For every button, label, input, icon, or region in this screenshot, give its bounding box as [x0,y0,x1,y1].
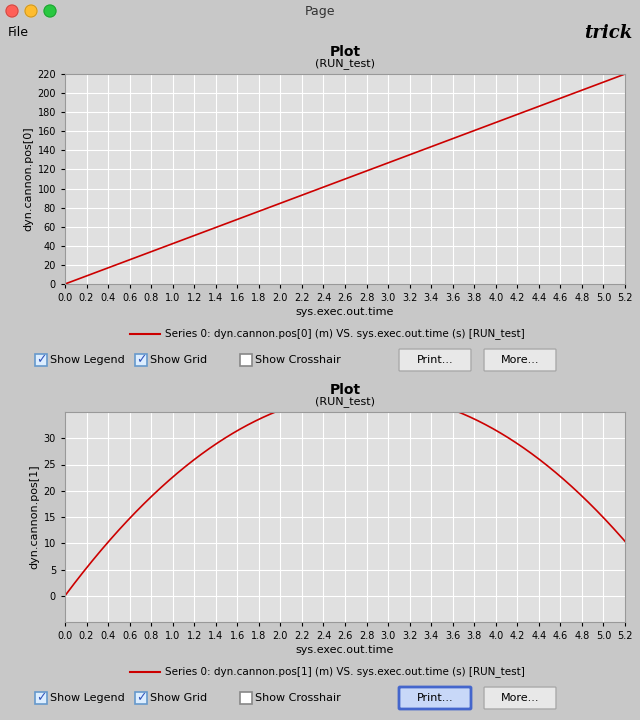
Text: Series 0: dyn.cannon.pos[0] (m) VS. sys.exec.out.time (s) [RUN_test]: Series 0: dyn.cannon.pos[0] (m) VS. sys.… [165,328,525,339]
Circle shape [6,5,18,17]
Circle shape [25,5,37,17]
X-axis label: sys.exec.out.time: sys.exec.out.time [296,645,394,655]
Y-axis label: dyn.cannon.pos[0]: dyn.cannon.pos[0] [23,127,33,231]
Text: (RUN_test): (RUN_test) [315,58,375,69]
Text: Print...: Print... [417,355,453,365]
Text: Plot: Plot [330,383,360,397]
FancyBboxPatch shape [240,354,252,366]
FancyBboxPatch shape [35,692,47,704]
Text: Show Grid: Show Grid [150,693,207,703]
Text: (RUN_test): (RUN_test) [315,397,375,408]
Text: Show Crosshair: Show Crosshair [255,355,340,365]
Text: ✓: ✓ [136,354,147,366]
Text: File: File [8,27,29,40]
FancyBboxPatch shape [399,687,471,709]
Text: Series 0: dyn.cannon.pos[1] (m) VS. sys.exec.out.time (s) [RUN_test]: Series 0: dyn.cannon.pos[1] (m) VS. sys.… [165,667,525,678]
Text: Show Crosshair: Show Crosshair [255,693,340,703]
Text: ✓: ✓ [136,691,147,704]
FancyBboxPatch shape [35,354,47,366]
FancyBboxPatch shape [399,349,471,371]
Text: Print...: Print... [417,693,453,703]
Text: ✓: ✓ [36,354,46,366]
Text: Plot: Plot [330,45,360,59]
Text: Show Grid: Show Grid [150,355,207,365]
Text: Show Legend: Show Legend [50,693,125,703]
FancyBboxPatch shape [484,349,556,371]
FancyBboxPatch shape [135,354,147,366]
FancyBboxPatch shape [240,692,252,704]
Circle shape [44,5,56,17]
Text: More...: More... [500,693,540,703]
Text: Page: Page [305,4,335,17]
Text: Show Legend: Show Legend [50,355,125,365]
Text: ✓: ✓ [36,691,46,704]
Text: More...: More... [500,355,540,365]
X-axis label: sys.exec.out.time: sys.exec.out.time [296,307,394,318]
FancyBboxPatch shape [135,692,147,704]
Text: trick: trick [584,24,632,42]
Y-axis label: dyn.cannon.pos[1]: dyn.cannon.pos[1] [29,464,39,570]
FancyBboxPatch shape [484,687,556,709]
